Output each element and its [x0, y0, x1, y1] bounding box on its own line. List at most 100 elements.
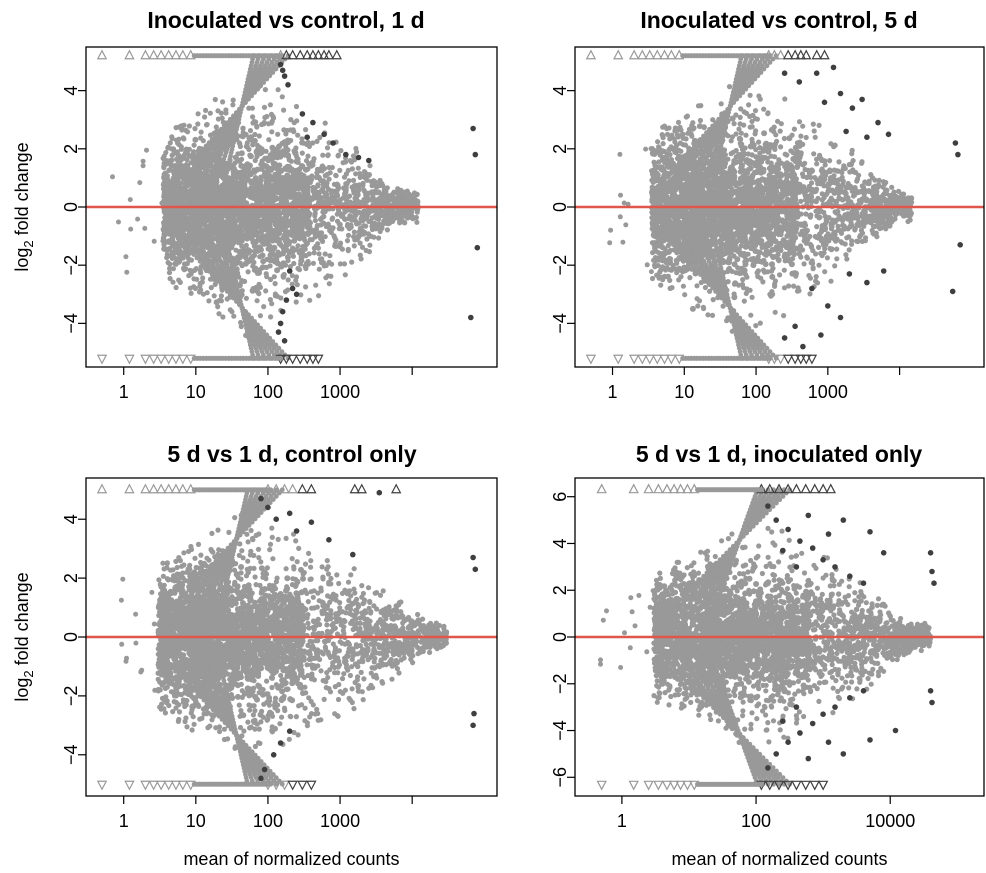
data-point	[337, 167, 343, 173]
data-point	[248, 134, 254, 141]
data-point	[286, 157, 292, 163]
data-point	[274, 224, 281, 231]
data-point	[288, 117, 294, 123]
data-point	[161, 163, 167, 170]
data-point	[315, 245, 321, 251]
clipped-up-marker	[177, 49, 189, 60]
data-point	[169, 234, 175, 240]
data-point	[367, 163, 373, 169]
data-point	[198, 270, 204, 276]
panel-inoculated-vs-control-1d: Inoculated vs control, 1 d1 10 100 1000−4−2…	[12, 7, 498, 402]
data-point	[822, 162, 828, 168]
data-point	[280, 226, 287, 233]
data-point	[231, 313, 237, 319]
data-point	[371, 189, 377, 195]
clipped-up-marker	[281, 49, 292, 60]
data-point	[183, 149, 189, 155]
data-point	[231, 165, 237, 172]
data-point	[848, 219, 854, 225]
y-tick-label: 0	[61, 202, 81, 212]
data-point	[240, 177, 247, 184]
data-point	[257, 148, 264, 155]
data-point	[377, 177, 383, 184]
data-point	[814, 280, 821, 286]
data-point	[164, 251, 170, 257]
data-point	[351, 234, 357, 240]
data-point	[284, 172, 291, 179]
data-point	[268, 257, 275, 264]
data-point	[275, 131, 281, 137]
data-point	[323, 198, 329, 204]
data-point	[295, 265, 301, 272]
data-point	[267, 152, 273, 158]
data-point	[299, 150, 305, 156]
data-point	[192, 173, 197, 179]
data-point	[285, 287, 291, 293]
data-point	[238, 162, 245, 169]
data-point	[346, 178, 352, 184]
data-point	[322, 234, 328, 240]
data-point	[216, 192, 223, 199]
data-point	[251, 207, 258, 214]
data-point	[737, 114, 743, 120]
data-point	[338, 213, 345, 219]
data-point	[675, 119, 682, 125]
data-point	[192, 214, 199, 221]
data-point	[144, 147, 149, 153]
data-point	[250, 228, 257, 235]
data-point	[186, 238, 192, 244]
data-point	[317, 256, 323, 262]
data-point	[298, 254, 305, 261]
data-point	[261, 223, 268, 230]
data-point	[242, 278, 248, 284]
data-point	[167, 183, 173, 189]
data-point	[705, 312, 711, 318]
data-point	[328, 273, 334, 279]
data-point	[191, 157, 197, 162]
data-point	[329, 164, 335, 171]
data-point	[323, 180, 330, 186]
data-point	[365, 231, 371, 237]
data-point	[280, 272, 287, 279]
clipped-up-marker	[331, 49, 342, 60]
data-point	[178, 200, 184, 206]
data-point	[205, 153, 211, 159]
data-point	[228, 190, 235, 197]
clipped-down-marker	[140, 354, 151, 365]
data-point	[251, 119, 257, 125]
data-point	[224, 196, 231, 203]
data-point	[124, 269, 130, 275]
data-point	[173, 187, 179, 192]
data-point	[305, 139, 311, 145]
clipped-up-marker	[287, 49, 298, 60]
data-point	[276, 230, 283, 237]
x-tick-label: 100	[253, 382, 283, 402]
data-point	[329, 226, 335, 232]
significant-point	[279, 67, 286, 74]
data-point	[220, 119, 226, 125]
clipped-down-marker	[177, 354, 189, 365]
data-point	[259, 264, 266, 271]
clipped-up-marker	[148, 49, 159, 60]
data-point	[266, 137, 272, 143]
data-point	[267, 102, 273, 108]
data-point	[235, 254, 241, 261]
clipped-down-marker	[170, 354, 182, 365]
data-point	[284, 254, 291, 261]
data-point	[364, 212, 370, 218]
data-point	[315, 182, 321, 188]
data-point	[181, 232, 187, 237]
data-point	[164, 187, 170, 192]
data-point	[306, 197, 313, 204]
data-point	[170, 168, 176, 174]
significant-point	[279, 308, 286, 315]
data-point	[181, 177, 187, 182]
data-point	[268, 314, 274, 320]
data-point	[170, 243, 176, 249]
data-point	[781, 313, 787, 319]
data-point	[357, 210, 363, 216]
data-point	[182, 167, 188, 172]
data-point	[314, 138, 320, 144]
data-point	[303, 127, 309, 133]
data-point	[370, 224, 376, 230]
